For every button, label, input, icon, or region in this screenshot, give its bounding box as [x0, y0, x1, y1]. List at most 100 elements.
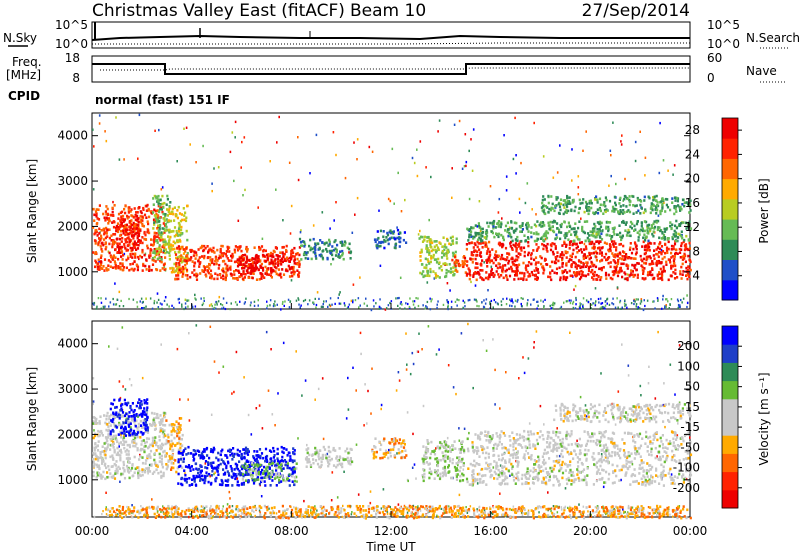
heatmap-cell: [517, 255, 520, 259]
heatmap-cell: [254, 265, 257, 268]
heatmap-cell: [542, 239, 545, 242]
heatmap-cell: [133, 207, 136, 210]
heatmap-cell: [115, 453, 118, 456]
heatmap-cell: [455, 259, 458, 262]
heatmap-cell: [252, 272, 255, 275]
heatmap-cell: [612, 259, 615, 262]
heatmap-cell: [132, 230, 135, 234]
heatmap-cell: [617, 260, 620, 264]
heatmap-cell: [596, 211, 600, 215]
heatmap-cell: [596, 246, 600, 250]
heatmap-cell: [665, 298, 667, 301]
heatmap-cell: [492, 222, 495, 225]
heatmap-cell: [131, 504, 133, 507]
heatmap-cell: [623, 258, 626, 261]
heatmap-cell: [564, 245, 568, 248]
heatmap-cell: [683, 257, 686, 260]
heatmap-cell: [396, 236, 399, 240]
heatmap-cell: [116, 298, 118, 301]
heatmap-cell: [661, 197, 664, 200]
heatmap-cell: [168, 507, 170, 510]
heatmap-cell: [538, 505, 541, 508]
heatmap-cell: [411, 156, 414, 160]
heatmap-cell: [170, 243, 173, 247]
heatmap-cell: [687, 265, 690, 268]
heatmap-cell: [566, 231, 569, 235]
heatmap-cell: [659, 277, 662, 280]
heatmap-cell: [542, 265, 545, 268]
heatmap-cell: [435, 261, 439, 264]
heatmap-cell: [96, 305, 98, 308]
heatmap-cell: [92, 302, 94, 305]
heatmap-cell: [171, 505, 173, 508]
heatmap-cell: [582, 305, 584, 308]
heatmap-cell: [295, 262, 298, 266]
heatmap-cell: [535, 213, 537, 216]
heatmap-cell: [681, 301, 683, 304]
heatmap-cell: [155, 212, 158, 216]
heatmap-cell: [170, 270, 173, 274]
heatmap-cell: [251, 276, 254, 280]
heatmap-cell: [213, 306, 216, 309]
heatmap-cell: [238, 263, 241, 267]
heatmap-cell: [569, 331, 571, 334]
heatmap-cell: [689, 268, 692, 272]
heatmap-cell: [524, 239, 527, 243]
heatmap-cell: [572, 271, 576, 274]
heatmap-cell: [437, 130, 439, 133]
heatmap-cell: [590, 201, 593, 205]
heatmap-cell: [574, 205, 577, 209]
heatmap-cell: [658, 236, 661, 240]
heatmap-cell: [477, 242, 480, 245]
heatmap-cell: [357, 297, 360, 300]
heatmap-cell: [625, 234, 629, 237]
heatmap-cell: [98, 204, 101, 207]
heatmap-cell: [124, 240, 127, 244]
heatmap-cell: [654, 307, 656, 310]
heatmap-cell: [560, 225, 563, 229]
heatmap-cell: [355, 443, 358, 446]
heatmap-cell: [619, 209, 622, 212]
heatmap-cell: [617, 447, 619, 450]
heatmap-cell: [595, 195, 598, 198]
heatmap-cell: [532, 249, 535, 252]
heatmap-cell: [105, 297, 107, 300]
heatmap-cell: [242, 270, 245, 273]
heatmap-cell: [647, 244, 650, 248]
heatmap-cell: [177, 205, 180, 209]
heatmap-cell: [92, 207, 95, 211]
heatmap-cell: [109, 301, 112, 304]
heatmap-cell: [120, 245, 123, 249]
heatmap-cell: [97, 218, 101, 221]
heatmap-cell: [506, 228, 510, 231]
heatmap-cell: [129, 231, 132, 235]
heatmap-cell: [322, 510, 325, 513]
heatmap-cell: [99, 260, 103, 263]
heatmap-cell: [123, 468, 126, 472]
heatmap-cell: [189, 513, 191, 516]
heatmap-cell: [612, 297, 614, 300]
heatmap-cell: [163, 217, 166, 220]
heatmap-cell: [433, 258, 436, 261]
heatmap-cell: [607, 273, 610, 277]
heatmap-cell: [128, 240, 131, 244]
heatmap-cell: [119, 448, 122, 452]
heatmap-cell: [222, 277, 225, 281]
heatmap-cell: [246, 250, 249, 253]
heatmap-cell: [526, 182, 529, 185]
heatmap-cell: [350, 299, 353, 303]
heatmap-cell: [662, 236, 665, 239]
heatmap-cell: [649, 256, 652, 260]
heatmap-cell: [317, 387, 320, 391]
heatmap-cell: [389, 231, 393, 235]
heatmap-cell: [613, 508, 615, 511]
heatmap-cell: [136, 435, 139, 439]
heatmap-cell: [423, 235, 426, 239]
heatmap-cell: [631, 222, 634, 226]
heatmap-cell: [389, 229, 392, 232]
heatmap-cell: [209, 259, 212, 262]
heatmap-cell: [141, 269, 144, 272]
heatmap-cell: [112, 254, 116, 257]
heatmap-cell: [295, 253, 298, 256]
